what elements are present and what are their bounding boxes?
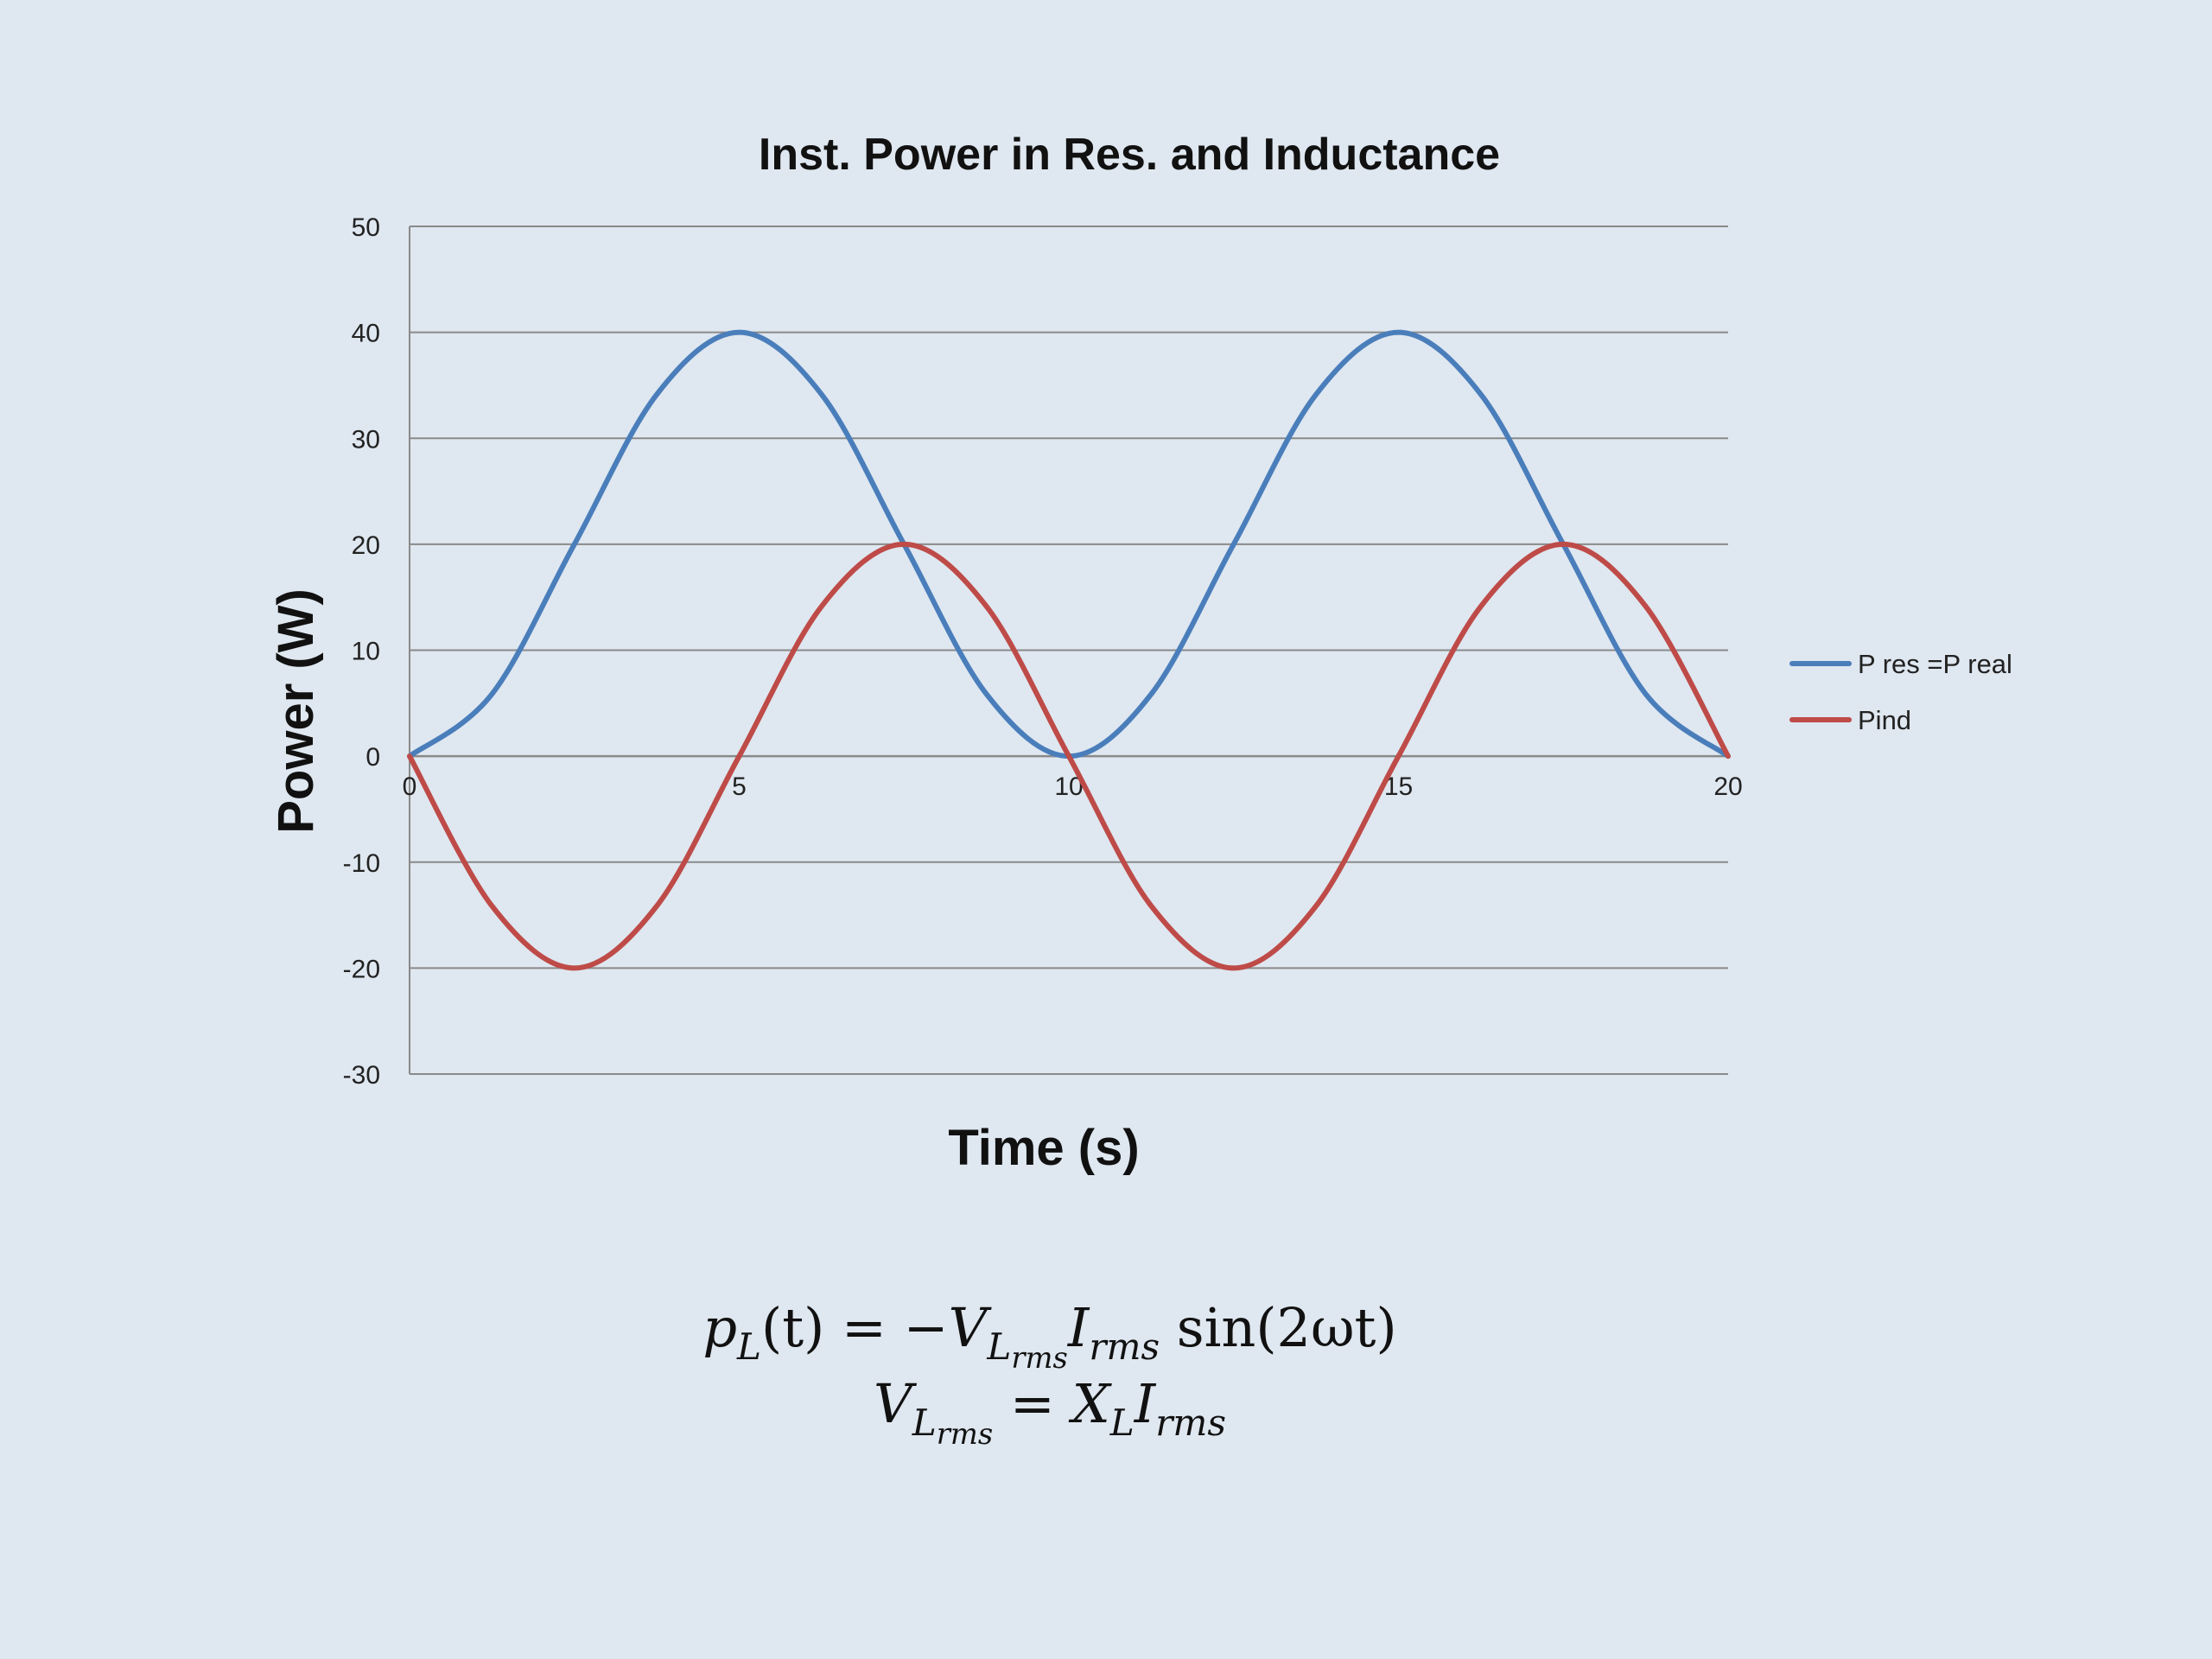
y-tick-label: -30 xyxy=(343,1061,380,1090)
y-tick-label: -20 xyxy=(343,955,380,983)
x-tick-labels: 0 5 10 15 20 xyxy=(403,772,1743,801)
legend-label: P res =P real xyxy=(1858,649,2012,679)
x-tick-label: 0 xyxy=(403,772,417,801)
formula-line-1: pL(t) = −VLrmsIrms sin(2ωt) xyxy=(702,1296,1397,1375)
chart-title: Inst. Power in Res. and Inductance xyxy=(759,130,1500,180)
gridlines xyxy=(410,226,1728,1075)
y-tick-label: 0 xyxy=(365,743,380,772)
series-line-pind xyxy=(407,541,1731,971)
legend-label: Pind xyxy=(1858,705,1911,735)
y-tick-label: 20 xyxy=(352,531,380,560)
formula-line-2: VLrms = XLIrms xyxy=(874,1372,1226,1451)
y-tick-labels: 50 40 30 20 10 0 -10 -20 -30 xyxy=(343,213,380,1090)
y-tick-label: 30 xyxy=(352,425,380,454)
y-tick-label: 40 xyxy=(352,320,380,348)
legend: P res =P real Pind xyxy=(1789,649,2012,735)
y-tick-label: 10 xyxy=(352,638,380,666)
series-lines xyxy=(407,329,1731,971)
x-tick-label: 5 xyxy=(732,772,747,801)
y-axis-label: Power (W) xyxy=(268,588,324,834)
y-tick-label: 50 xyxy=(352,213,380,242)
x-axis-label: Time (s) xyxy=(948,1120,1139,1176)
y-tick-label: -10 xyxy=(343,849,380,878)
x-tick-label: 20 xyxy=(1713,772,1742,801)
